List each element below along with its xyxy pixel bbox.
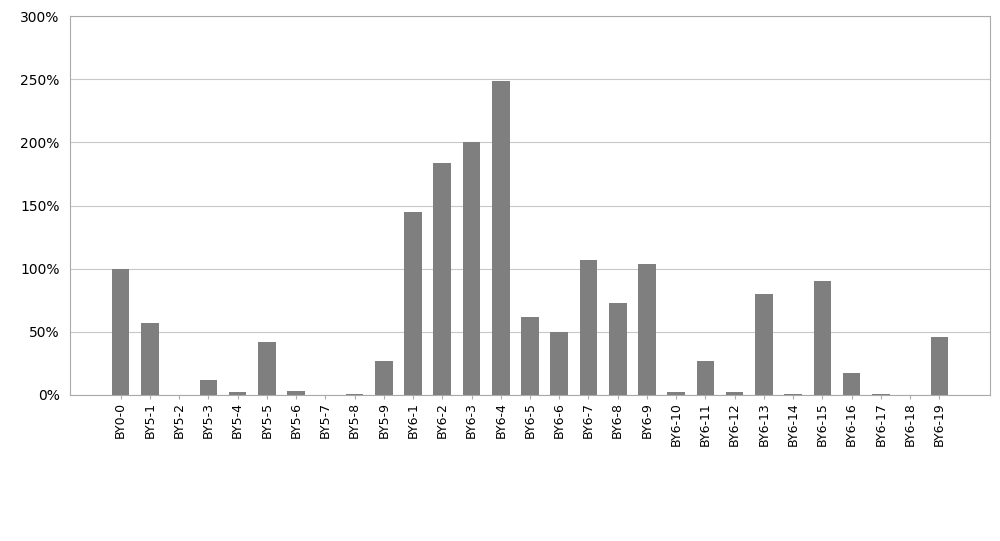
Bar	[287, 391, 305, 395]
Bar	[667, 392, 685, 395]
Bar	[872, 394, 890, 395]
Bar	[200, 380, 217, 395]
Bar	[609, 303, 627, 395]
Bar	[784, 394, 802, 395]
Bar	[843, 373, 860, 395]
Bar	[814, 281, 831, 395]
Bar	[404, 212, 422, 395]
Bar	[463, 142, 480, 395]
Bar	[521, 316, 539, 395]
Bar	[931, 337, 948, 395]
Bar	[433, 163, 451, 395]
Bar	[141, 323, 159, 395]
Bar	[755, 294, 773, 395]
Bar	[346, 394, 363, 395]
Bar	[638, 263, 656, 395]
Bar	[229, 392, 246, 395]
Bar	[550, 332, 568, 395]
Bar	[697, 361, 714, 395]
Bar	[580, 260, 597, 395]
Bar	[492, 81, 510, 395]
Bar	[375, 361, 393, 395]
Bar	[726, 392, 743, 395]
Bar	[258, 342, 276, 395]
Bar	[112, 269, 129, 395]
